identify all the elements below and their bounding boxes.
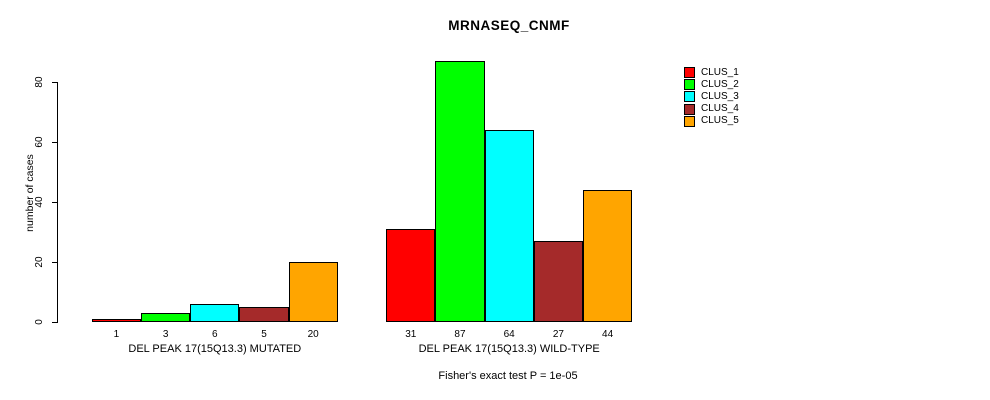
bar-value-label: 64 bbox=[503, 329, 515, 340]
legend-swatch-clus_3 bbox=[684, 91, 695, 103]
bar-clus_1-group2 bbox=[386, 229, 436, 322]
legend-swatch-clus_1 bbox=[684, 67, 695, 78]
y-axis-tick bbox=[52, 322, 57, 323]
bar-value-label: 87 bbox=[454, 329, 466, 340]
bar-value-label: 44 bbox=[602, 329, 614, 340]
y-axis-tick-label: 40 bbox=[34, 196, 45, 208]
bar-clus_2-group1 bbox=[141, 313, 191, 322]
legend-label: CLUS_3 bbox=[701, 90, 739, 102]
y-axis-tick bbox=[52, 262, 57, 263]
legend-swatch-clus_5 bbox=[684, 115, 695, 127]
bar-value-label: 27 bbox=[552, 329, 564, 340]
bar-value-label: 3 bbox=[162, 329, 169, 340]
bar-value-label: 31 bbox=[405, 329, 417, 340]
y-axis-tick-label: 20 bbox=[34, 256, 45, 268]
y-axis-tick bbox=[52, 202, 57, 203]
bar-value-label: 6 bbox=[212, 329, 218, 340]
bar-clus_4-group2 bbox=[533, 241, 583, 322]
legend-label: CLUS_2 bbox=[701, 78, 739, 90]
bar-value-label: 1 bbox=[113, 329, 120, 340]
bar-clus_5-group2 bbox=[583, 190, 633, 322]
category-label: DEL PEAK 17(15Q13.3) MUTATED bbox=[128, 343, 302, 355]
category-label: DEL PEAK 17(15Q13.3) WILD-TYPE bbox=[418, 343, 600, 355]
bar-clus_3-group1 bbox=[190, 304, 240, 322]
legend-swatch-clus_4 bbox=[684, 103, 695, 115]
y-axis-tick-label: 0 bbox=[34, 319, 45, 325]
bar-clus_3-group2 bbox=[484, 130, 534, 322]
bar-value-label: 20 bbox=[307, 329, 319, 340]
y-axis-tick-label: 80 bbox=[34, 76, 45, 88]
legend-label: CLUS_5 bbox=[701, 115, 739, 127]
legend-label: CLUS_4 bbox=[701, 103, 739, 115]
y-axis-tick bbox=[52, 142, 57, 143]
legend-label: CLUS_1 bbox=[701, 66, 739, 78]
legend-swatch-clus_2 bbox=[684, 79, 695, 91]
y-axis-tick bbox=[52, 82, 57, 83]
bar-clus_1-group1 bbox=[91, 319, 141, 322]
stat-annotation: Fisher's exact test P = 1e-05 bbox=[438, 370, 578, 382]
bar-value-label: 5 bbox=[261, 329, 267, 340]
y-axis-line bbox=[57, 82, 58, 323]
bar-clus_5-group1 bbox=[288, 262, 338, 322]
bar-clus_4-group1 bbox=[239, 307, 289, 322]
chart-title: MRNASEQ_CNMF bbox=[448, 18, 570, 33]
y-axis-tick-label: 60 bbox=[34, 136, 45, 148]
bar-clus_2-group2 bbox=[435, 61, 485, 322]
